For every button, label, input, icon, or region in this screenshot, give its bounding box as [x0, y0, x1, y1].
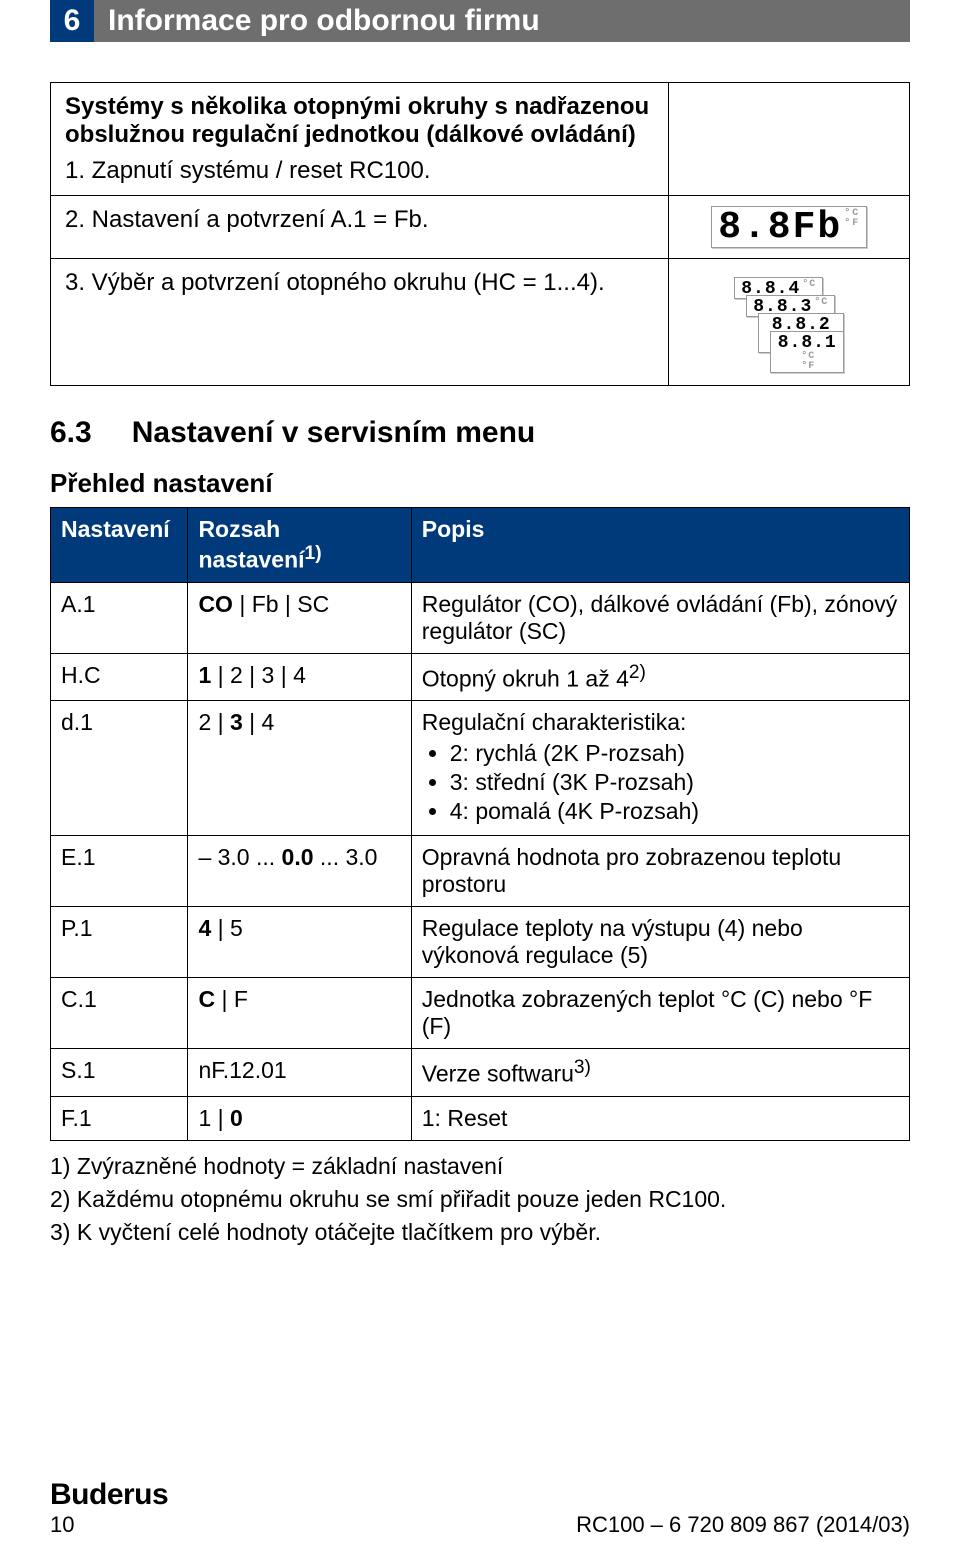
table-row: A.1CO | Fb | SCRegulátor (CO), dálkové o…	[51, 582, 910, 653]
table-row: C.1C | FJednotka zobrazených teplot °C (…	[51, 978, 910, 1049]
table-row: H.C1 | 2 | 3 | 4Otopný okruh 1 až 42)	[51, 653, 910, 701]
note-step: 3. Výběr a potvrzení otopného okruhu (HC…	[65, 269, 654, 297]
cell-setting: H.C	[51, 653, 188, 701]
cell-desc: Regulátor (CO), dálkové ovládání (Fb), z…	[411, 582, 909, 653]
table-row: d.12 | 3 | 4Regulační charakteristika:2:…	[51, 701, 910, 836]
cell-desc: Verze softwaru3)	[411, 1049, 909, 1097]
cell-setting: C.1	[51, 978, 188, 1049]
page-footer: Buderus 10 RC100 – 6 720 809 867 (2014/0…	[50, 1478, 910, 1538]
doc-id: RC100 – 6 720 809 867 (2014/03)	[576, 1512, 910, 1538]
footnote: 2) Každému otopnému okruhu se smí přiřad…	[50, 1186, 910, 1213]
cell-range: CO | Fb | SC	[188, 582, 411, 653]
cell-setting: F.1	[51, 1096, 188, 1140]
table-row: S.1nF.12.01Verze softwaru3)	[51, 1049, 910, 1097]
cell-setting: d.1	[51, 701, 188, 836]
cell-desc: Regulace teploty na výstupu (4) nebo výk…	[411, 907, 909, 978]
cell-desc: Opravná hodnota pro zobrazenou teplotu p…	[411, 836, 909, 907]
settings-table: Nastavení Rozsah nastavení1) Popis A.1CO…	[50, 507, 910, 1141]
section-heading: 6.3 Nastavení v servisním menu	[50, 416, 910, 450]
cell-range: – 3.0 ... 0.0 ... 3.0	[188, 836, 411, 907]
cell-range: 4 | 5	[188, 907, 411, 978]
th-desc: Popis	[411, 508, 909, 583]
cell-setting: S.1	[51, 1049, 188, 1097]
cell-desc: 1: Reset	[411, 1096, 909, 1140]
footnote: 3) K vyčtení celé hodnoty otáčejte tlačí…	[50, 1219, 910, 1246]
chapter-title: Informace pro odbornou firmu	[94, 0, 910, 42]
chapter-header: 6 Informace pro odbornou firmu	[50, 0, 910, 42]
cell-range: nF.12.01	[188, 1049, 411, 1097]
cell-range: 2 | 3 | 4	[188, 701, 411, 836]
page-badge: 6	[50, 0, 94, 42]
cell-desc: Jednotka zobrazených teplot °C (C) nebo …	[411, 978, 909, 1049]
page-number: 10	[50, 1512, 168, 1538]
cell-range: C | F	[188, 978, 411, 1049]
section-subhead: Přehled nastavení	[50, 468, 910, 499]
th-range: Rozsah nastavení1)	[188, 508, 411, 583]
brand-logo: Buderus	[50, 1478, 168, 1512]
cell-desc: Regulační charakteristika:2: rychlá (2K …	[411, 701, 909, 836]
cell-range: 1 | 0	[188, 1096, 411, 1140]
note-step: 2. Nastavení a potvrzení A.1 = Fb.	[65, 206, 654, 234]
lcd-stack: 8.8.4°C 8.8.3°C 8.8.2°C 8.8.1°C°F	[734, 277, 844, 367]
cell-setting: P.1	[51, 907, 188, 978]
footnote: 1) Zvýrazněné hodnoty = základní nastave…	[50, 1153, 910, 1180]
cell-range: 1 | 2 | 3 | 4	[188, 653, 411, 701]
lcd-display: 8.8Fb°C°F	[711, 206, 867, 248]
table-row: P.14 | 5Regulace teploty na výstupu (4) …	[51, 907, 910, 978]
note-step: 1. Zapnutí systému / reset RC100.	[65, 157, 654, 185]
section-number: 6.3	[50, 416, 92, 449]
table-row: E.1 – 3.0 ... 0.0 ... 3.0Opravná hodnota…	[51, 836, 910, 907]
cell-desc: Otopný okruh 1 až 42)	[411, 653, 909, 701]
table-row: F.11 | 01: Reset	[51, 1096, 910, 1140]
cell-setting: E.1	[51, 836, 188, 907]
note-title: Systémy s několika otopnými okruhy s nad…	[65, 93, 654, 149]
th-setting: Nastavení	[51, 508, 188, 583]
cell-setting: A.1	[51, 582, 188, 653]
footnotes: 1) Zvýrazněné hodnoty = základní nastave…	[50, 1153, 910, 1246]
note-box: Systémy s několika otopnými okruhy s nad…	[50, 82, 910, 386]
section-title: Nastavení v servisním menu	[132, 416, 536, 449]
